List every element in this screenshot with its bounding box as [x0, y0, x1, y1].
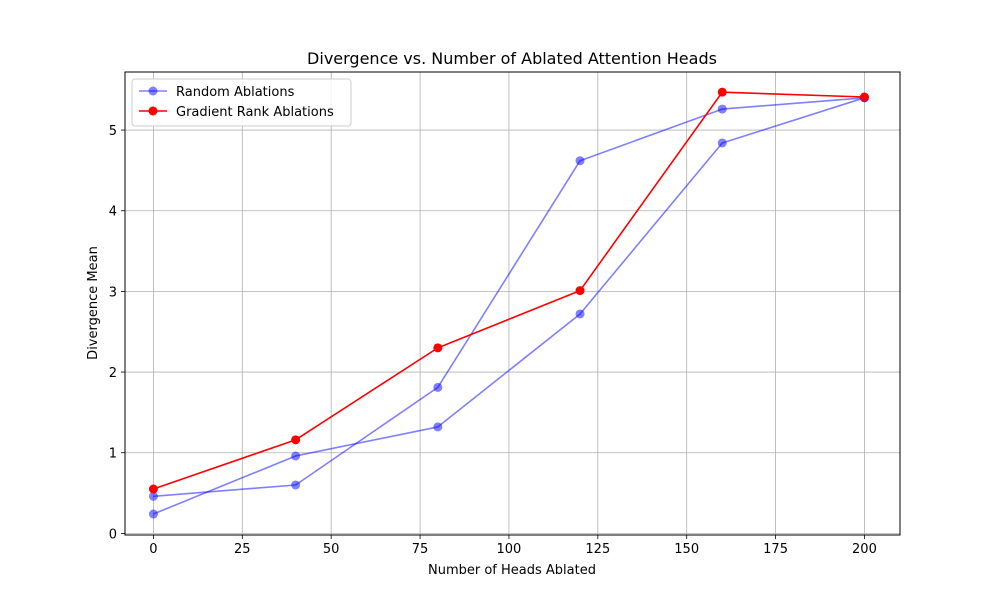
- data-point: [717, 87, 727, 97]
- legend-marker-random: [148, 86, 158, 96]
- x-tick-label: 0: [149, 542, 157, 557]
- legend-item-gradient-rank-ablations: Gradient Rank Ablations: [139, 105, 334, 120]
- legend-box: [131, 78, 352, 127]
- axis-ticks: 0 25 50 75 100 125 150 175 200 0 1 2 3 4 5: [109, 124, 877, 557]
- data-point: [291, 480, 301, 490]
- data-point: [148, 509, 158, 519]
- x-tick-label: 200: [852, 542, 877, 557]
- data-point: [148, 484, 158, 494]
- data-point: [148, 491, 158, 501]
- data-point: [575, 156, 585, 166]
- x-tick-label: 150: [674, 542, 699, 557]
- y-tick-label: 5: [109, 124, 117, 139]
- data-point: [433, 382, 443, 392]
- y-tick-label: 3: [109, 285, 117, 300]
- chart-title: Divergence vs. Number of Ablated Attenti…: [307, 49, 717, 68]
- series-line: [153, 97, 865, 515]
- legend-label-gradient: Gradient Rank Ablations: [176, 105, 334, 120]
- data-point: [575, 286, 585, 296]
- series-line: [153, 91, 865, 490]
- plot-area-frame: [124, 71, 901, 536]
- x-tick-label: 25: [234, 542, 251, 557]
- data-point: [859, 92, 869, 102]
- data-point: [717, 104, 727, 114]
- legend-marker-gradient: [148, 106, 158, 116]
- data-point: [575, 309, 585, 319]
- x-tick-label: 50: [323, 542, 340, 557]
- x-tick-label: 75: [412, 542, 429, 557]
- x-tick-label: 175: [763, 542, 788, 557]
- x-tick-label: 125: [585, 542, 610, 557]
- legend: Random Ablations Gradient Rank Ablations: [131, 78, 352, 127]
- grid-layer: [125, 72, 900, 535]
- y-tick-label: 0: [109, 527, 117, 542]
- y-tick-label: 2: [109, 366, 117, 381]
- series-gradient-2: [148, 87, 869, 494]
- series-layer: [148, 87, 869, 519]
- y-tick-label: 4: [109, 205, 117, 220]
- data-point: [433, 422, 443, 432]
- x-tick-label: 100: [497, 542, 522, 557]
- data-point: [291, 435, 301, 445]
- legend-item-random-ablations: Random Ablations: [139, 85, 295, 100]
- data-point: [291, 451, 301, 461]
- x-axis-label: Number of Heads Ablated: [428, 563, 596, 578]
- data-point: [717, 138, 727, 148]
- legend-label-random: Random Ablations: [176, 85, 295, 100]
- series-line: [153, 97, 865, 498]
- y-tick-label: 1: [109, 447, 117, 462]
- y-axis-label: Divergence Mean: [86, 246, 101, 360]
- data-point: [433, 343, 443, 353]
